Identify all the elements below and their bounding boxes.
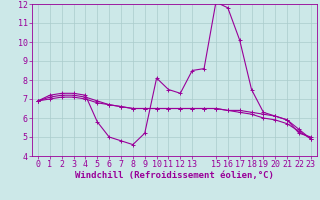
- X-axis label: Windchill (Refroidissement éolien,°C): Windchill (Refroidissement éolien,°C): [75, 171, 274, 180]
